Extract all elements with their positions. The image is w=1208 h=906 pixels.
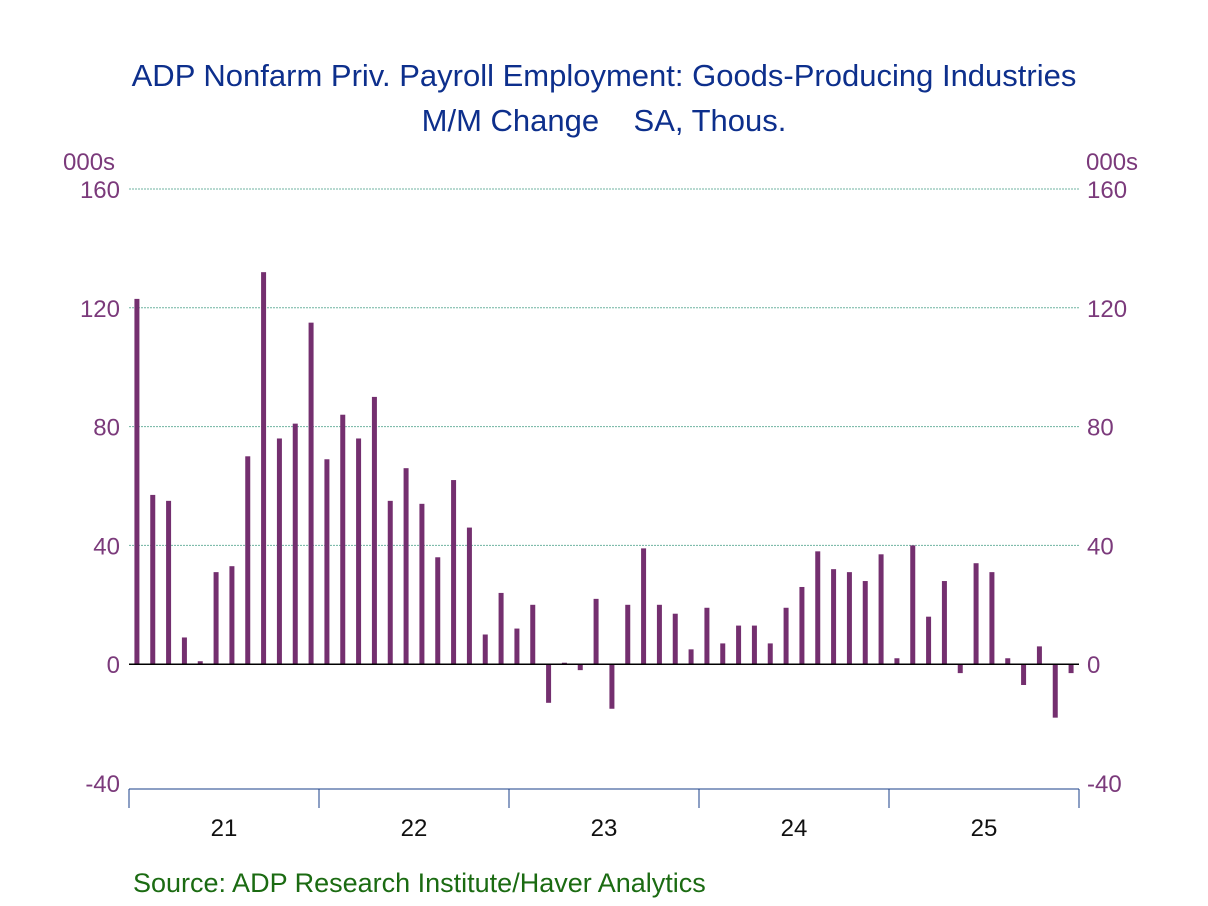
right-axis-unit: 000s — [1086, 149, 1139, 176]
y-tick-label-right: 0 — [1087, 652, 1100, 679]
left-axis-unit: 000s — [63, 149, 116, 176]
bar — [466, 527, 472, 665]
bar — [356, 438, 362, 665]
bar — [926, 616, 932, 665]
source-note: Source: ADP Research Institute/Haver Ana… — [133, 868, 706, 898]
bar — [340, 414, 346, 665]
bar — [546, 664, 552, 703]
bar — [799, 586, 805, 665]
x-tick-label: 23 — [591, 815, 618, 842]
y-tick-label-left: 0 — [107, 652, 120, 679]
bar — [831, 569, 837, 665]
bar — [276, 438, 282, 665]
bar — [862, 581, 868, 665]
x-tick-label: 24 — [781, 815, 808, 842]
bar — [134, 298, 140, 665]
y-tick-label-left: 40 — [93, 533, 120, 560]
x-tick-label: 21 — [211, 815, 238, 842]
bar — [641, 548, 647, 665]
bar — [736, 625, 742, 665]
chart-title: ADP Nonfarm Priv. Payroll Employment: Go… — [131, 58, 1077, 93]
bar — [577, 664, 583, 671]
y-tick-label-left: 120 — [80, 296, 120, 323]
x-tick-label: 22 — [401, 815, 428, 842]
y-tick-label-left: -40 — [85, 771, 120, 798]
chart-subtitle: M/M Change SA, Thous. — [421, 103, 787, 138]
y-tick-label-right: 160 — [1087, 177, 1127, 204]
bar — [704, 607, 710, 665]
bar — [197, 661, 203, 665]
y-tick-label-left: 160 — [80, 177, 120, 204]
bar — [166, 500, 172, 665]
bar — [435, 557, 441, 665]
bar — [767, 643, 773, 665]
bar — [403, 468, 409, 665]
bar — [371, 396, 377, 665]
bar — [530, 604, 536, 665]
y-tick-label-right: 120 — [1087, 296, 1127, 323]
bar — [1068, 664, 1074, 674]
bar — [593, 598, 599, 665]
bar — [498, 592, 504, 665]
bar — [846, 572, 852, 665]
bar — [1052, 664, 1058, 718]
y-tick-label-right: -40 — [1087, 771, 1122, 798]
bar — [751, 625, 757, 665]
bar — [894, 658, 900, 665]
bar — [245, 456, 251, 665]
bar — [213, 572, 219, 665]
bar — [308, 322, 314, 665]
bar — [672, 613, 678, 665]
bar — [815, 551, 821, 665]
bar — [688, 649, 694, 665]
y-tick-label-right: 40 — [1087, 533, 1114, 560]
bar — [261, 272, 267, 665]
bar — [324, 459, 330, 665]
bar — [878, 554, 884, 665]
bar — [783, 607, 789, 665]
bar — [973, 563, 979, 665]
bar — [150, 494, 156, 665]
bar — [609, 664, 615, 709]
bar — [910, 545, 916, 665]
bar — [989, 572, 995, 665]
bar — [625, 604, 631, 665]
bar — [387, 500, 393, 665]
bar — [941, 581, 947, 665]
bar — [229, 566, 235, 665]
bar — [482, 634, 488, 665]
bar — [419, 503, 425, 665]
y-tick-label-left: 80 — [93, 415, 120, 442]
bar — [720, 643, 726, 665]
bar — [292, 423, 298, 665]
bar — [451, 480, 457, 665]
bar — [1021, 664, 1027, 685]
bar — [656, 604, 662, 665]
bar — [1005, 658, 1011, 665]
y-tick-label-right: 80 — [1087, 415, 1114, 442]
bar — [957, 664, 963, 674]
x-tick-label: 25 — [971, 815, 998, 842]
bar — [1036, 646, 1042, 665]
bar — [514, 628, 520, 665]
bar — [181, 637, 187, 665]
